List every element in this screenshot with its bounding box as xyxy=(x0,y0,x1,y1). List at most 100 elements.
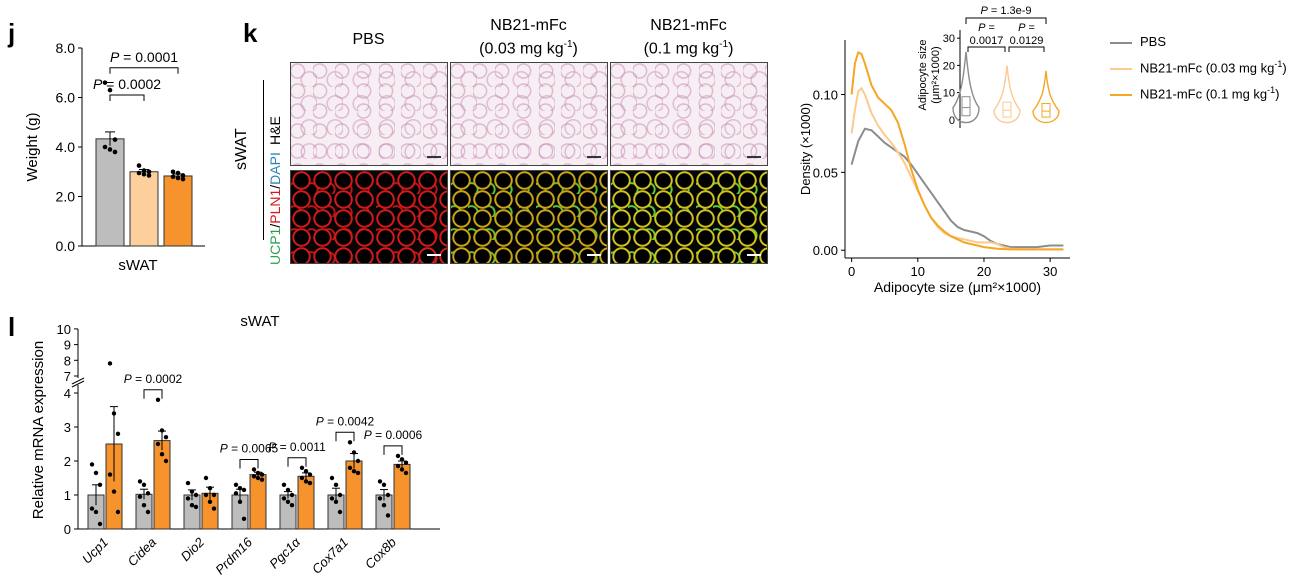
violin-shape xyxy=(952,51,980,124)
violin-box xyxy=(1002,101,1012,118)
data-point-j xyxy=(102,80,108,85)
y-tick-label-j: 2.0 xyxy=(56,189,76,205)
axis-break-mark xyxy=(71,380,85,388)
data-point-l xyxy=(237,486,243,491)
data-point-l xyxy=(307,472,313,477)
data-point-l xyxy=(233,491,239,496)
significance-label-l: P = 0.0006 xyxy=(364,428,423,442)
data-point-l xyxy=(207,486,213,491)
violin-bracket-2 xyxy=(1008,46,1045,52)
data-point-l xyxy=(259,477,265,482)
data-point-l xyxy=(399,457,405,462)
column-header-nb21-low: NB21-mFc (0.03 mg kg-1) xyxy=(479,17,578,58)
data-point-l xyxy=(303,479,309,484)
y-axis-label-violin-2: (μm²×1000) xyxy=(930,46,942,103)
data-point-l xyxy=(107,361,113,366)
data-point-l xyxy=(115,509,121,515)
data-point-l xyxy=(299,475,305,481)
data-point-l xyxy=(289,492,295,498)
x-tick-label-density: 10 xyxy=(911,264,925,279)
data-point-l xyxy=(337,492,343,498)
data-point-l xyxy=(141,482,147,487)
fluor-label-dapi: DAPI xyxy=(267,152,283,185)
data-point-l xyxy=(285,499,291,504)
x-tick-label-l: Pgc1α xyxy=(266,534,303,571)
data-point-j xyxy=(112,137,118,142)
data-point-l xyxy=(111,411,117,416)
data-point-l xyxy=(203,475,209,481)
data-point-l xyxy=(211,492,217,498)
panel-letter-k: k xyxy=(243,18,258,48)
row-label-fluorescence: UCP1/PLN1/DAPI xyxy=(267,152,283,265)
y-tick-label-violin: 30 xyxy=(943,33,955,45)
x-tick-label-density: 20 xyxy=(977,264,991,279)
data-point-j xyxy=(175,170,181,176)
data-point-l xyxy=(299,465,305,470)
x-tick-label-l: Cox7a1 xyxy=(309,535,351,577)
data-point-l xyxy=(159,428,165,433)
data-point-l xyxy=(385,492,391,498)
data-point-j xyxy=(102,144,108,150)
violin-bracket-outer xyxy=(965,17,1047,24)
micrograph-fluor-pbs xyxy=(290,170,448,264)
data-point-l xyxy=(155,397,161,402)
density-legend: PBS NB21-mFc (0.03 mg kg-1) NB21-mFc (0.… xyxy=(1110,30,1287,106)
fluor-label-sep1: / xyxy=(267,223,283,228)
y-tick-label-l: 4 xyxy=(64,386,71,401)
data-point-l xyxy=(137,479,143,484)
y-tick-label-l: 9 xyxy=(64,338,71,353)
y-tick-label-l: 10 xyxy=(57,322,71,337)
violin-shape xyxy=(1032,70,1060,124)
data-point-l xyxy=(115,431,121,436)
data-point-l xyxy=(285,487,291,493)
data-point-l xyxy=(211,506,217,511)
data-point-l xyxy=(141,503,147,508)
data-point-l xyxy=(155,441,161,447)
data-point-l xyxy=(251,474,257,479)
data-point-j xyxy=(141,168,147,173)
x-tick-label-density: 0 xyxy=(848,264,855,279)
fluor-label-pln1: PLN1 xyxy=(267,188,283,224)
row-group-bracket xyxy=(263,80,264,240)
data-point-j xyxy=(180,176,186,182)
significance-label-j: P = 0.0002 xyxy=(93,76,161,92)
y-tick-label-violin: 0 xyxy=(949,115,955,127)
data-point-j xyxy=(146,169,152,175)
data-point-l xyxy=(193,504,199,510)
data-point-l xyxy=(193,492,199,498)
data-point-l xyxy=(159,452,165,457)
axis-break-mark xyxy=(71,377,85,385)
legend-item-nb21-low: NB21-mFc (0.03 mg kg-1) xyxy=(1110,53,1287,79)
data-point-l xyxy=(381,503,387,508)
data-point-l xyxy=(137,494,143,499)
data-point-l xyxy=(395,463,401,469)
weight-bar-chart: 0.0 2.0 4.0 6.0 8.0 Weight (g) sWAT P = 0.0001 P… xyxy=(24,40,205,274)
legend-item-nb21-high: NB21-mFc (0.1 mg kg-1) xyxy=(1110,79,1287,105)
data-point-l xyxy=(333,499,339,504)
data-point-l xyxy=(189,503,195,508)
micrograph-he-nb21-low xyxy=(450,62,608,166)
fluor-label-sep2: / xyxy=(267,184,283,189)
data-point-j xyxy=(170,174,176,179)
data-point-l xyxy=(145,509,151,515)
column-header-nb21-high: NB21-mFc (0.1 mg kg-1) xyxy=(643,17,734,58)
y-tick-label-j: 0.0 xyxy=(56,238,76,254)
y-tick-label-density: 0.05 xyxy=(813,165,838,180)
data-point-j xyxy=(175,175,181,181)
y-axis-label-l: Relative mRNA expression xyxy=(30,341,47,519)
significance-label-l: P = 0.0011 xyxy=(268,440,326,454)
data-point-l xyxy=(241,487,247,493)
density-line xyxy=(850,86,1064,251)
micrograph-he-nb21-high xyxy=(610,62,768,166)
bar-j xyxy=(129,171,159,247)
data-point-l xyxy=(111,489,117,494)
data-point-l xyxy=(333,482,339,487)
micrograph-fluor-nb21-low xyxy=(450,170,608,264)
density-line-chart: 0 10 20 30 0.00 0.05 0.10 Adipocyte size (μm²×1… xyxy=(798,5,1070,295)
y-tick-label-j: 8.0 xyxy=(56,40,76,56)
data-point-l xyxy=(303,469,309,474)
violin-box xyxy=(961,96,971,117)
y-tick-label-violin: 20 xyxy=(943,60,955,72)
data-point-l xyxy=(145,491,151,496)
